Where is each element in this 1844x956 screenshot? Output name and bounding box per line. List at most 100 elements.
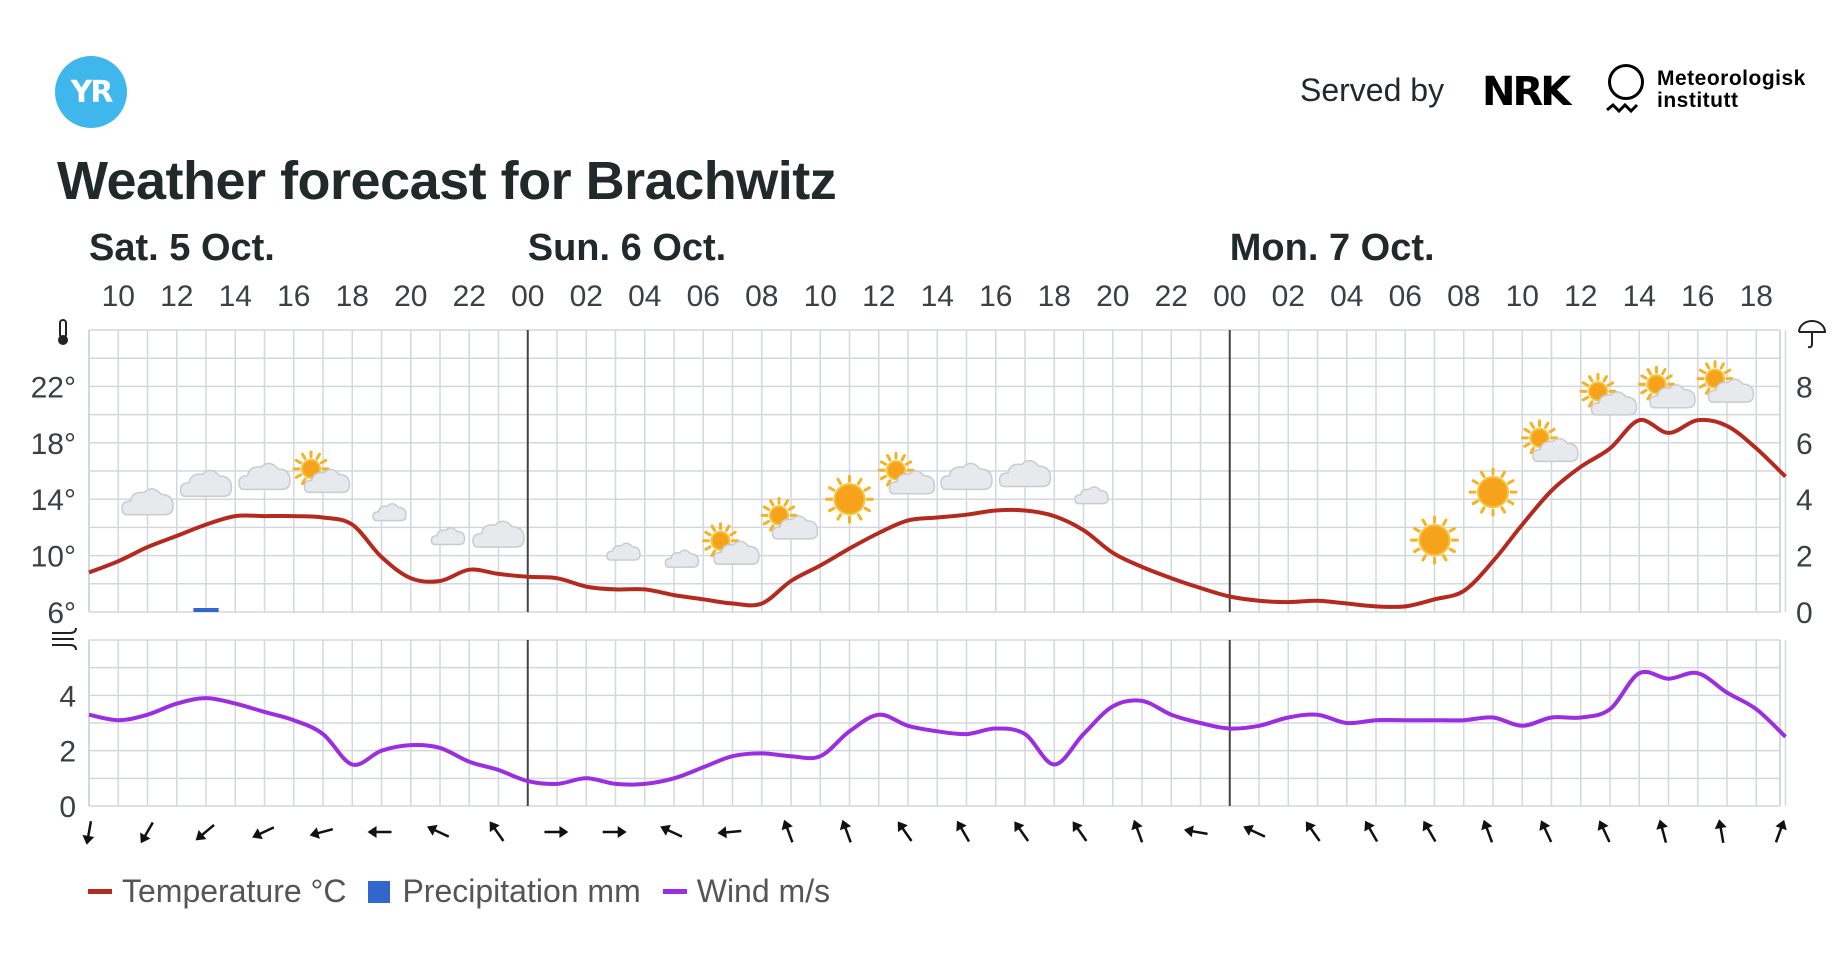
- yr-logo[interactable]: YR: [55, 56, 127, 128]
- moon-shape: [1189, 520, 1204, 549]
- wind-arrow-shaft: [1365, 821, 1379, 843]
- sun-disc: [1418, 524, 1451, 557]
- hour-tick-label: 04: [628, 280, 661, 313]
- wind-arrow-shaft: [719, 829, 742, 835]
- partly-cloudy-day-icon: [1521, 419, 1579, 463]
- wind-arrow-head: [1014, 821, 1025, 833]
- cloud-shape: [940, 462, 993, 491]
- cloud-shape: [1074, 486, 1109, 505]
- hour-tick-label: 18: [1740, 280, 1773, 313]
- sun-disc: [1529, 427, 1550, 448]
- wind-direction-arrow: [1014, 821, 1030, 842]
- legend-label-wind: Wind m/s: [696, 873, 831, 909]
- wind-arrow-head: [1072, 821, 1083, 833]
- temp-axis-tick-label: 10°: [31, 541, 76, 574]
- served-by-label: Served by: [1300, 72, 1445, 108]
- wind-arrow-shaft: [1599, 821, 1611, 843]
- hour-tick-label: 14: [1623, 280, 1656, 313]
- wind-arrow-shaft: [1659, 821, 1668, 843]
- wind-arrow-head: [781, 819, 793, 831]
- partly-cloudy-day-icon: [1696, 360, 1755, 403]
- sun-ray: [904, 474, 913, 481]
- wind-direction-arrow: [1422, 820, 1437, 843]
- wind-arrow-head: [617, 826, 627, 838]
- cloudy-icon: [998, 459, 1052, 488]
- cloud-shape: [238, 462, 291, 491]
- sun-disc: [301, 458, 321, 479]
- cloud-shape: [372, 503, 407, 522]
- wind-arrow-head: [1597, 820, 1609, 831]
- cloud-shape: [121, 488, 174, 516]
- sun-ray: [1421, 518, 1427, 527]
- sun-ray: [1529, 421, 1535, 429]
- sun-ray: [1719, 387, 1725, 395]
- wind-arrow-shaft: [311, 827, 334, 837]
- temp-axis-tick-label: 18°: [31, 428, 76, 461]
- chart-legend: Temperature °C Precipitation mm Wind m/s: [88, 873, 852, 910]
- wind-direction-arrow: [544, 826, 569, 838]
- wind-direction-arrow: [309, 827, 334, 839]
- sun-ray: [1723, 368, 1732, 375]
- met-line-2: institutt: [1657, 89, 1739, 112]
- sun-ray: [1602, 400, 1608, 408]
- sun-ray: [1523, 427, 1531, 434]
- cloud-shape: [713, 540, 760, 566]
- cloud-shape: [1707, 378, 1755, 403]
- wind-arrow-shaft: [1774, 821, 1785, 843]
- cloud-shape: [303, 468, 351, 494]
- wind-direction-arrow: [82, 820, 95, 845]
- legend-swatch-wind: [662, 889, 687, 894]
- wind-arrow-head: [1714, 819, 1727, 830]
- hour-tick-label: 00: [1213, 280, 1246, 313]
- sun-disc: [1705, 368, 1725, 389]
- nrk-logo[interactable]: NRK: [1482, 69, 1571, 115]
- sun-ray: [1529, 446, 1535, 455]
- sun-ray: [710, 524, 716, 532]
- cloud-shape: [998, 459, 1052, 488]
- sun-ray: [1413, 547, 1421, 554]
- partly-cloudy-night-icon: [418, 515, 466, 546]
- clear-night-icon: [1130, 499, 1145, 528]
- sun-ray: [294, 473, 303, 479]
- wind-arrow-shaft: [841, 821, 852, 843]
- sun-ray: [729, 530, 737, 537]
- met-line-1: Meteorologisk: [1657, 67, 1806, 90]
- sun-ray: [1640, 374, 1648, 380]
- moon-shape: [418, 515, 431, 540]
- met-logo-text[interactable]: Meteorologisk institutt: [1657, 68, 1806, 112]
- moon-shape: [1061, 474, 1074, 499]
- sun-ray: [1500, 506, 1506, 514]
- sun-ray: [1507, 499, 1515, 506]
- hour-tick-label: 16: [277, 280, 310, 313]
- sun-disc: [710, 530, 731, 551]
- wind-arrow-head: [367, 826, 377, 838]
- met-logo-icon: [1608, 64, 1644, 100]
- legend-swatch-precipitation: [368, 880, 391, 903]
- sun-ray: [729, 545, 737, 551]
- legend-label-precipitation: Precipitation mm: [402, 873, 641, 909]
- wind-axis-tick-label: 0: [59, 791, 76, 824]
- wind-arrow-shaft: [140, 821, 154, 843]
- sun-ray: [769, 524, 775, 532]
- sun-ray: [1471, 499, 1479, 506]
- hour-tick-label: 02: [1272, 280, 1305, 313]
- umbrella-icon: [1798, 320, 1827, 349]
- clear-night-icon: [1306, 538, 1321, 567]
- sun-ray: [1480, 506, 1486, 514]
- hour-tick-label: 08: [1447, 280, 1480, 313]
- sun-ray: [1480, 470, 1486, 479]
- umbrella-canopy: [1798, 320, 1827, 333]
- hour-tick-label: 10: [804, 280, 837, 313]
- sun-ray: [1500, 470, 1506, 479]
- wind-direction-arrow: [1364, 820, 1379, 843]
- sun-ray: [1581, 381, 1590, 387]
- wind-arrow-head: [1775, 819, 1787, 831]
- sun-ray: [1665, 374, 1673, 380]
- moon-shape: [1306, 538, 1321, 567]
- wind-arrow-head: [1131, 819, 1143, 831]
- sun-ray: [900, 454, 906, 462]
- sun-ray: [1705, 387, 1711, 395]
- wind-arrow-shaft: [1244, 826, 1266, 838]
- sun-ray: [879, 474, 888, 481]
